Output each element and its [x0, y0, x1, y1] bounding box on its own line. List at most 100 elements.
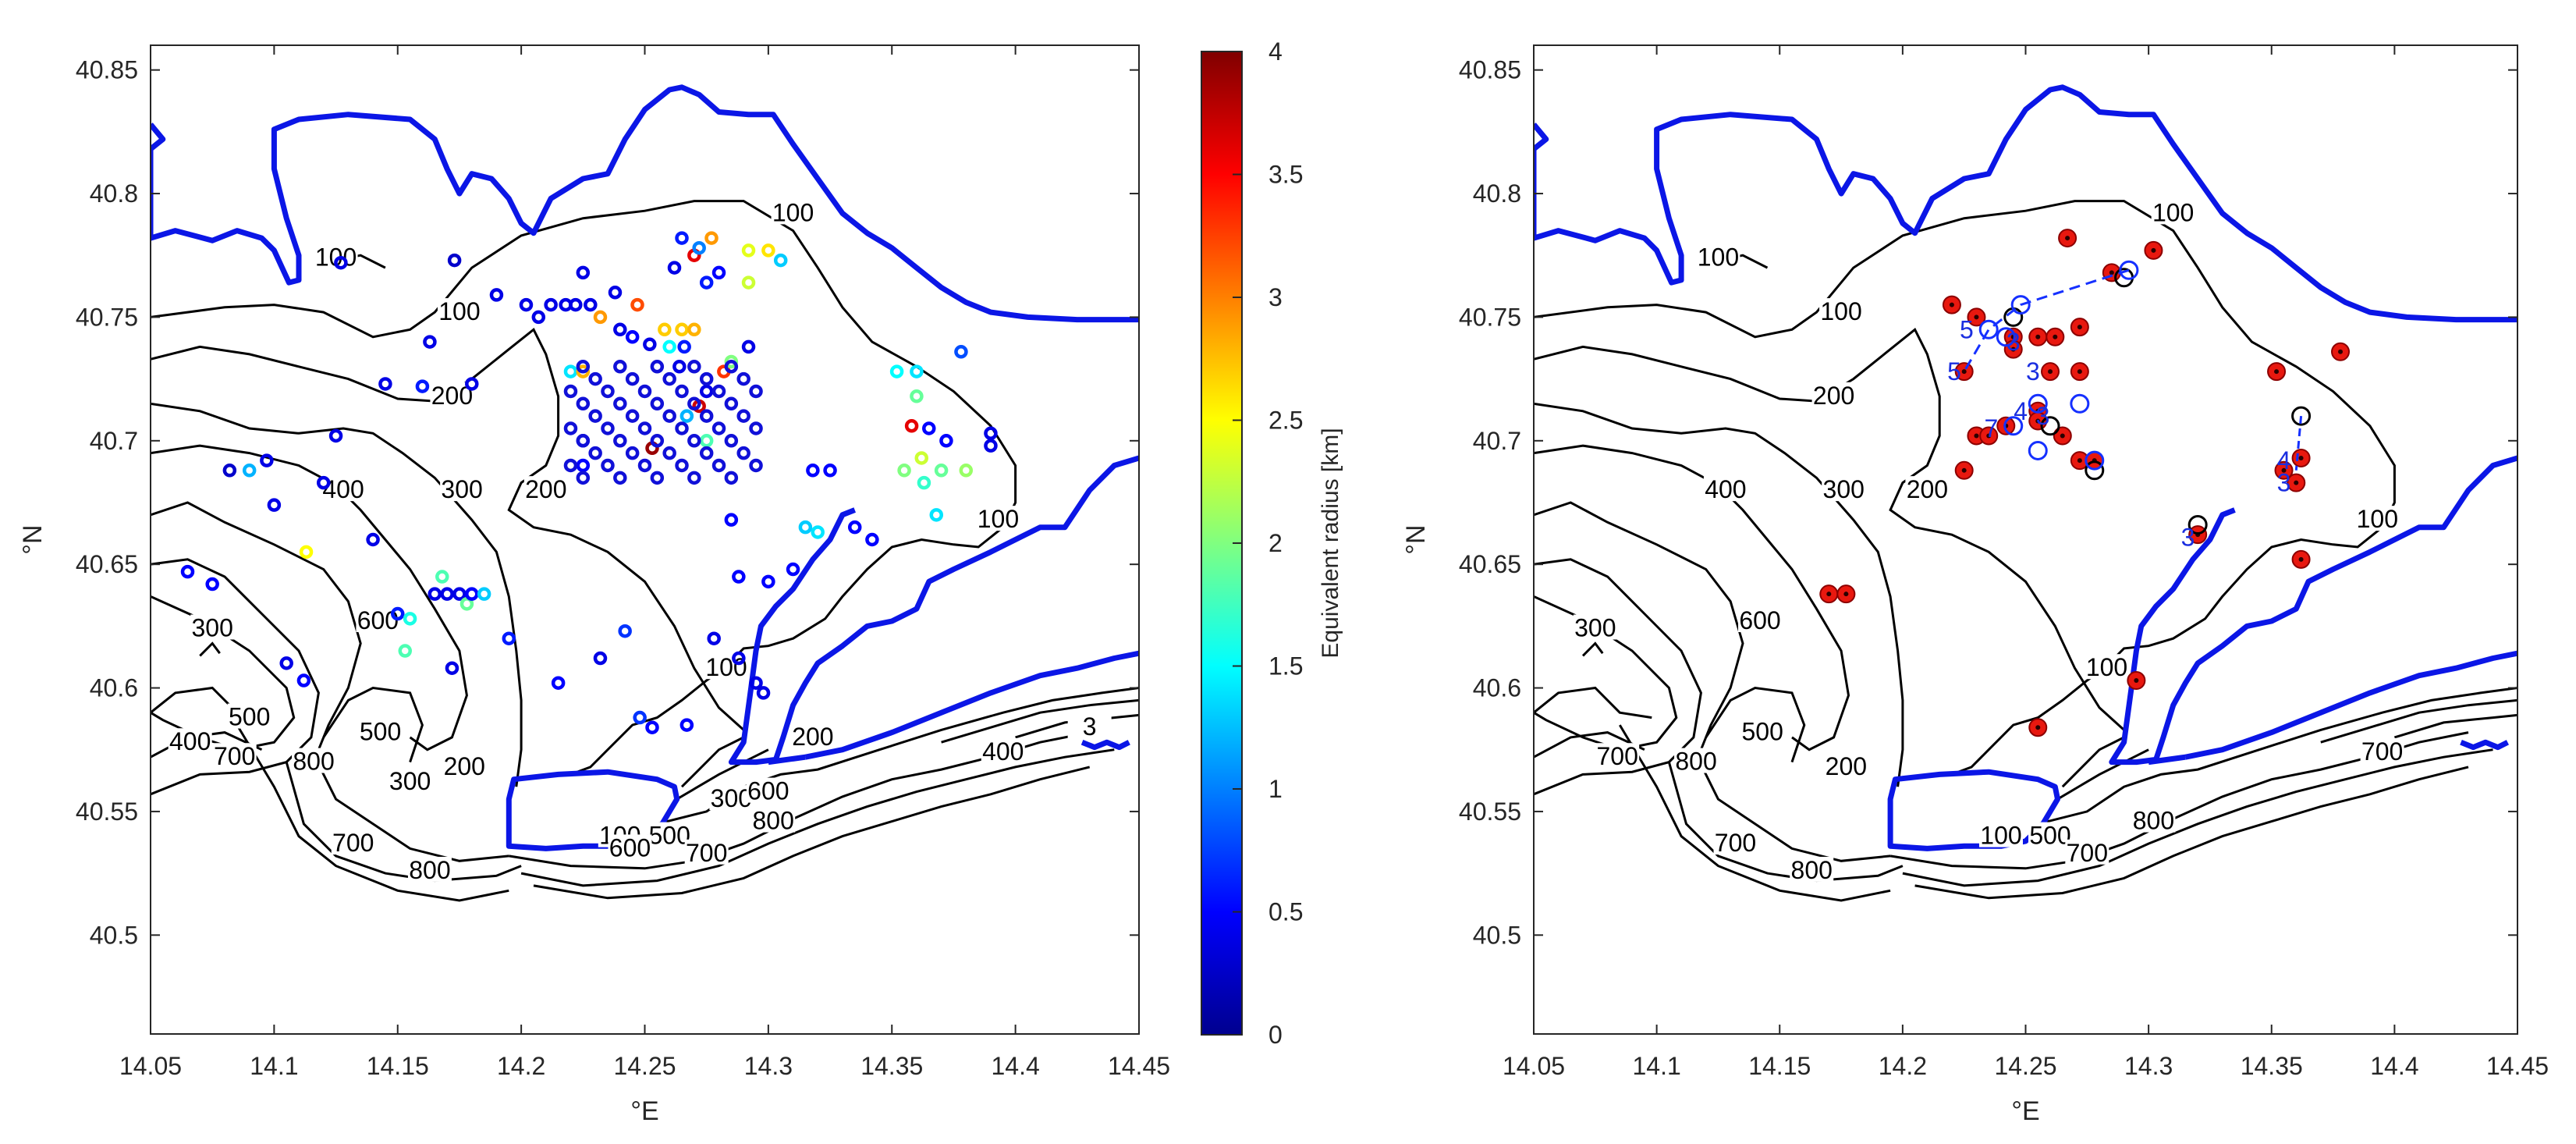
contour-label: 100 [772, 198, 814, 226]
contour-label: 500 [229, 703, 270, 731]
contour-line [151, 558, 320, 796]
contour-label-bg [1824, 752, 1868, 778]
contour-line [1902, 748, 2493, 887]
eddy-marker [645, 720, 659, 734]
contour-label-bg [358, 718, 403, 744]
contour-label-bg [292, 748, 336, 773]
contour-label: 700 [1596, 742, 1637, 770]
contour-line [1534, 501, 1744, 751]
x-tick-label: 14.3 [744, 1052, 793, 1080]
x-tick-label: 14.05 [1503, 1052, 1565, 1080]
eddy-marker [724, 360, 739, 374]
contour-label-bg [1790, 856, 1834, 882]
blue-marker [2028, 393, 2048, 414]
eddy-marker [699, 446, 714, 460]
colorbar-tick-label: 3 [1268, 283, 1283, 311]
eddy-marker [588, 371, 602, 386]
eddy-marker [625, 371, 640, 386]
eddy-marker [576, 471, 591, 485]
red-marker-center [2134, 678, 2139, 684]
eddy-marker [658, 322, 672, 337]
red-marker-center [1961, 369, 1967, 375]
contour-label-bg [2355, 506, 2400, 531]
contour-label: 800 [1791, 856, 1833, 884]
y-ticks: 40.5 40.55 40.6 40.65 40.7 40.75 40.8 40.85 [76, 56, 1139, 949]
red-marker-center [1949, 302, 1954, 307]
eddy-marker [984, 439, 998, 453]
eddy-marker [601, 458, 615, 473]
eddy-marker [672, 360, 687, 374]
contour-label: 100 [705, 653, 747, 681]
red-marker-center [2065, 236, 2070, 241]
red-marker-center [2077, 325, 2082, 330]
contour-label: 500 [648, 822, 690, 850]
eddy-grid-markers [563, 360, 763, 485]
black-marker [2085, 460, 2105, 481]
contour-label: 700 [214, 742, 255, 770]
eddy-marker [316, 475, 331, 490]
eddy-marker [687, 360, 701, 374]
contour-label: 100 [438, 297, 480, 325]
eddy-marker [608, 286, 623, 300]
contour-line [199, 641, 221, 657]
contour-label-bg [331, 830, 375, 855]
contour-label: 800 [409, 856, 450, 884]
track-label: 5 [1960, 315, 1974, 343]
eddy-marker [749, 458, 763, 473]
contour-line [941, 698, 1139, 744]
contour-line [2393, 713, 2517, 739]
blue-marker [2085, 450, 2105, 471]
eddy-marker [736, 371, 750, 386]
coastline-segment [768, 754, 806, 766]
eddy-marker [904, 419, 919, 433]
contour-label-bg [608, 834, 652, 860]
contour-label: 500 [360, 718, 401, 746]
black-marker [2187, 514, 2208, 535]
eddy-marker [279, 656, 293, 670]
contour-label: 600 [609, 833, 651, 862]
y-tick-label: 40.85 [76, 56, 138, 84]
contour-label-bg [437, 298, 481, 324]
eddy-marker [711, 384, 726, 399]
eddy-marker [910, 364, 924, 378]
eddy-marker [650, 396, 665, 411]
eddy-marker [435, 570, 449, 584]
y-tick-label: 40.6 [90, 674, 138, 702]
eddy-marker [576, 364, 591, 378]
contour-line [1534, 686, 1652, 719]
coastline-segment [728, 455, 1139, 766]
axes-frame [150, 44, 1140, 1035]
red-marker-center [2338, 349, 2344, 354]
eddy-marker [749, 421, 763, 435]
contour-line [151, 501, 362, 751]
contour-label-bg [2028, 822, 2073, 847]
coastline-segment [151, 84, 1139, 323]
eddy-marker [180, 564, 195, 579]
eddy-marker [761, 574, 775, 589]
eddy-marker [445, 661, 459, 675]
contour-label: 300 [711, 784, 752, 812]
contour-label-bg [1819, 298, 1864, 324]
contour-label: 800 [1675, 748, 1716, 776]
contour-label: 700 [332, 829, 374, 857]
coastline-segment [2148, 754, 2186, 766]
x-tick-label: 14.15 [1748, 1052, 1811, 1080]
eddy-marker [889, 364, 904, 378]
red-marker-center [1974, 314, 1979, 320]
contour-label: 300 [389, 767, 431, 795]
bathymetry-contours [151, 200, 1139, 902]
eddy-marker [679, 409, 694, 423]
eddy-marker [650, 360, 665, 374]
y-tick-label: 40.8 [90, 179, 138, 208]
eddy-marker [736, 409, 750, 423]
y-tick-label: 40.65 [76, 550, 138, 578]
contour-label: 600 [747, 777, 789, 805]
eddy-marker [593, 651, 608, 666]
eddy-marker [260, 453, 274, 467]
contour-label-bg [523, 476, 568, 502]
contour-line [151, 327, 745, 731]
eddy-marker [613, 471, 627, 485]
eddy-track [1963, 268, 2130, 372]
red-marker-center [2010, 346, 2016, 352]
coastline-segment [1534, 84, 2517, 323]
